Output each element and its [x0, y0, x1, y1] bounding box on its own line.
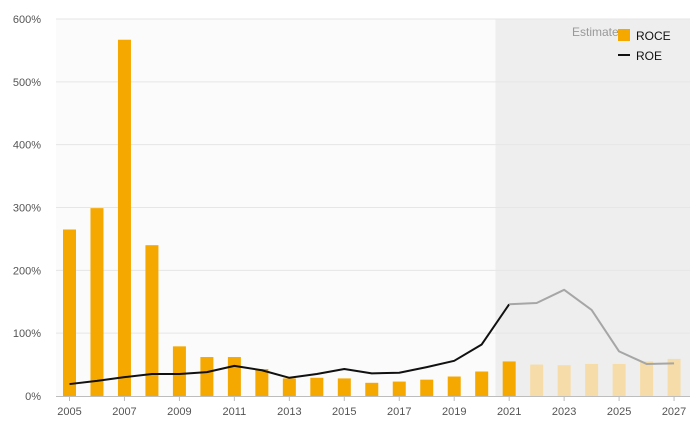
- roce-bar: [200, 357, 214, 396]
- x-tick-label: 2013: [277, 406, 301, 418]
- x-tick-label: 2027: [662, 406, 686, 418]
- x-tick-label: 2025: [607, 406, 631, 418]
- roce-bar: [640, 361, 654, 396]
- roce-bar: [447, 376, 461, 396]
- roce-bar: [667, 358, 681, 396]
- roe-line-actual: [69, 303, 511, 386]
- roe-line: [69, 288, 675, 386]
- x-tick-label: 2021: [497, 406, 521, 418]
- roce-bar: [145, 245, 159, 396]
- roce-bar: [392, 381, 406, 396]
- roce-bar: [475, 371, 489, 396]
- x-tick-label: 2023: [552, 406, 576, 418]
- grid-lines: [56, 18, 690, 334]
- legend: ROCE ROE: [618, 29, 671, 63]
- roce-bar: [420, 379, 434, 396]
- estimates-label: Estimates: [572, 25, 625, 39]
- x-axis: [56, 396, 690, 401]
- x-tick-label: 2007: [112, 406, 136, 418]
- roe-line-estimate: [509, 288, 675, 365]
- roce-bar: [585, 363, 599, 396]
- roce-bar: [172, 346, 186, 396]
- y-tick-label: 300%: [13, 203, 41, 215]
- roce-bar: [502, 361, 516, 396]
- roce-bar: [310, 377, 324, 396]
- x-tick-label: 2019: [442, 406, 466, 418]
- y-axis-ticks: 0% 100% 200% 300% 400% 500% 600%: [13, 14, 41, 403]
- legend-roce-swatch: [618, 29, 630, 41]
- x-tick-label: 2005: [57, 406, 81, 418]
- y-tick-label: 400%: [13, 140, 41, 152]
- roce-bar: [612, 363, 626, 396]
- y-tick-label: 600%: [13, 14, 41, 26]
- x-tick-label: 2017: [387, 406, 411, 418]
- x-tick-label: 2015: [332, 406, 356, 418]
- x-axis-ticks: 2005 2007 2009 2011 2013 2015 2017 2019 2021 2023…: [57, 406, 686, 418]
- roce-bar: [90, 208, 104, 396]
- roce-bar: [337, 378, 351, 396]
- y-tick-label: 0%: [25, 391, 41, 403]
- roce-bar: [282, 378, 296, 396]
- roce-bar: [365, 382, 379, 396]
- x-tick-label: 2009: [167, 406, 191, 418]
- roce-bar: [63, 229, 76, 396]
- roce-bar: [530, 364, 544, 396]
- roce-bar: [255, 368, 269, 396]
- legend-roe-label: ROE: [636, 49, 662, 63]
- y-tick-label: 200%: [13, 265, 41, 277]
- legend-roce-label: ROCE: [636, 29, 671, 43]
- roce-bar: [557, 365, 571, 396]
- roce-bar: [117, 39, 131, 397]
- x-tick-label: 2011: [223, 406, 247, 418]
- y-tick-label: 100%: [13, 328, 41, 340]
- y-tick-label: 500%: [13, 77, 41, 89]
- roce-bar: [227, 357, 241, 396]
